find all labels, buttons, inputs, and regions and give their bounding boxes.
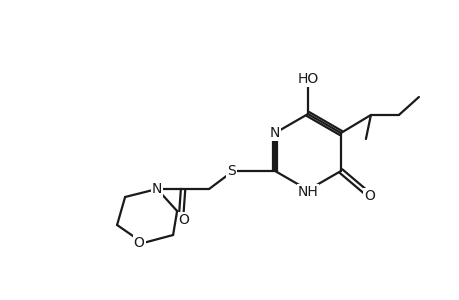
Text: O: O	[364, 189, 375, 203]
Text: S: S	[226, 164, 235, 178]
Text: N: N	[269, 126, 280, 140]
Text: O: O	[134, 236, 144, 250]
Text: N: N	[151, 182, 162, 196]
Text: O: O	[178, 213, 189, 227]
Text: NH: NH	[297, 185, 318, 199]
Text: HO: HO	[297, 72, 318, 86]
